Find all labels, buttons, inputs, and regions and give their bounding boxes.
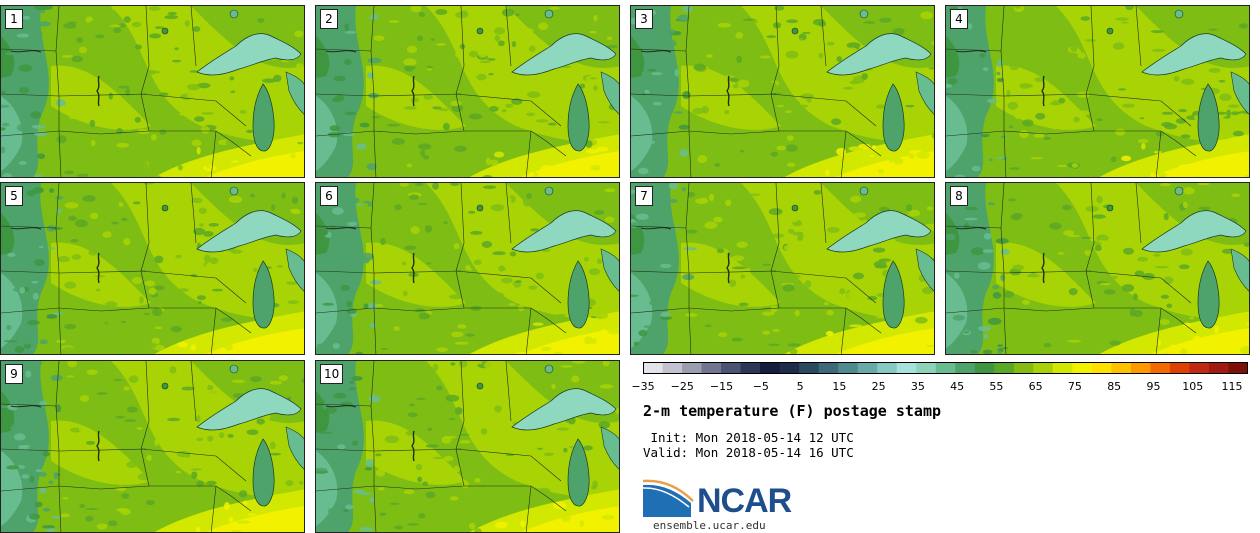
colorbar-tick-label: −35: [631, 380, 655, 393]
colorbar-segment: [701, 362, 722, 374]
colorbar-tick-label: −25: [670, 380, 694, 393]
map-panel-8: 8: [945, 182, 1250, 355]
map-panel-4: 4: [945, 5, 1250, 178]
colorbar-segment: [643, 362, 664, 374]
colorbar-tick-label: 65: [1028, 380, 1043, 393]
map-panel-1: 1: [0, 5, 305, 178]
temperature-field-map: [1, 183, 304, 354]
map-panel-7: 7: [630, 182, 935, 355]
temperature-field-map: [946, 183, 1249, 354]
colorbar-segment: [682, 362, 703, 374]
map-panel-9: 9: [0, 360, 305, 533]
colorbar-segment: [1228, 362, 1248, 374]
colorbar-segment: [877, 362, 898, 374]
member-number-label: 6: [320, 186, 338, 206]
colorbar-segment: [994, 362, 1015, 374]
colorbar-segment: [779, 362, 800, 374]
colorbar-segment: [838, 362, 859, 374]
valid-time: Valid: Mon 2018-05-14 16 UTC: [643, 445, 854, 460]
colorbar-segment: [740, 362, 761, 374]
colorbar: [643, 362, 1248, 374]
map-panel-10: 10: [315, 360, 620, 533]
member-number-label: 2: [320, 9, 338, 29]
colorbar-segment: [799, 362, 820, 374]
temperature-field-map: [1, 361, 304, 532]
map-panel-5: 5: [0, 182, 305, 355]
temperature-field-map: [631, 183, 934, 354]
colorbar-tick-label: 35: [910, 380, 925, 393]
member-number-label: 7: [635, 186, 653, 206]
map-panel-3: 3: [630, 5, 935, 178]
colorbar-segment: [760, 362, 781, 374]
colorbar-segment: [1091, 362, 1112, 374]
colorbar-tick-label: 95: [1146, 380, 1161, 393]
colorbar-segment: [1111, 362, 1132, 374]
colorbar-tick-label: 55: [989, 380, 1004, 393]
colorbar-segment: [721, 362, 742, 374]
colorbar-segment: [818, 362, 839, 374]
colorbar-segment: [1169, 362, 1190, 374]
init-time: Init: Mon 2018-05-14 12 UTC: [643, 430, 854, 445]
map-panel-6: 6: [315, 182, 620, 355]
colorbar-segment: [857, 362, 878, 374]
colorbar-tick-label: 45: [950, 380, 965, 393]
plot-title: 2-m temperature (F) postage stamp: [643, 402, 942, 420]
colorbar-tick-label: 75: [1067, 380, 1082, 393]
colorbar-tick-label: 85: [1107, 380, 1122, 393]
member-number-label: 5: [5, 186, 23, 206]
colorbar-segment: [1013, 362, 1034, 374]
colorbar-tick-label: −5: [752, 380, 769, 393]
colorbar-segment: [1130, 362, 1151, 374]
colorbar-tick-label: 105: [1182, 380, 1204, 393]
colorbar-segment: [955, 362, 976, 374]
map-panel-2: 2: [315, 5, 620, 178]
colorbar-segment: [662, 362, 683, 374]
colorbar-tick-label: 15: [832, 380, 847, 393]
ncar-wordmark: NCAR: [697, 482, 792, 520]
temperature-field-map: [316, 6, 619, 177]
colorbar-tick-label: 25: [871, 380, 886, 393]
colorbar-tick-label: 115: [1221, 380, 1243, 393]
member-number-label: 10: [320, 364, 344, 384]
temperature-field-map: [316, 361, 619, 532]
colorbar-segment: [1150, 362, 1171, 374]
site-url: ensemble.ucar.edu: [653, 519, 766, 532]
ncar-logo-icon: [643, 479, 694, 517]
colorbar-segment: [1189, 362, 1210, 374]
temperature-field-map: [631, 6, 934, 177]
colorbar-segment: [1033, 362, 1054, 374]
colorbar-segment: [935, 362, 956, 374]
member-number-label: 3: [635, 9, 653, 29]
colorbar-segment: [1072, 362, 1093, 374]
colorbar-segment: [916, 362, 937, 374]
member-number-label: 4: [950, 9, 968, 29]
colorbar-segment: [896, 362, 917, 374]
member-number-label: 9: [5, 364, 23, 384]
temperature-field-map: [316, 183, 619, 354]
colorbar-tick-label: 5: [796, 380, 804, 393]
temperature-field-map: [1, 6, 304, 177]
member-number-label: 8: [950, 186, 968, 206]
colorbar-segment: [1208, 362, 1229, 374]
colorbar-segment: [974, 362, 995, 374]
member-number-label: 1: [5, 9, 23, 29]
temperature-field-map: [946, 6, 1249, 177]
colorbar-tick-label: −15: [709, 380, 734, 393]
colorbar-segment: [1052, 362, 1073, 374]
